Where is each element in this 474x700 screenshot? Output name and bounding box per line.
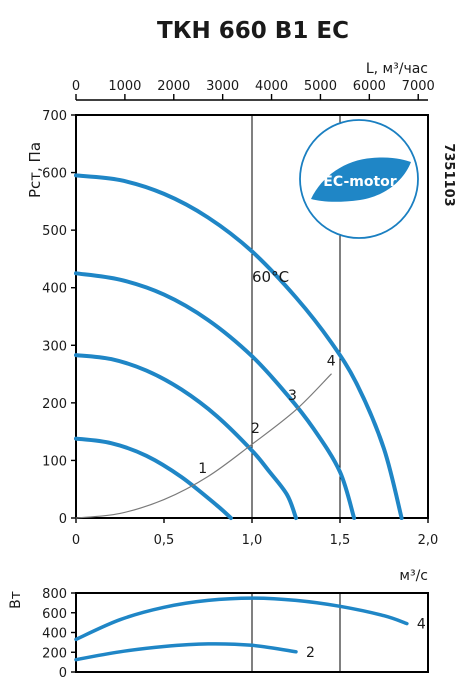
chart-title: ТКН 660 B1 EC	[157, 18, 349, 44]
pressure-tick-label: 600	[42, 167, 67, 182]
ec-motor-label: EC-motor	[323, 174, 396, 190]
airflow-m3h-tick-label: 7000	[402, 79, 435, 94]
power-curves	[74, 596, 409, 662]
fan-curve	[74, 173, 404, 520]
pressure-axis-label: Pст, Па	[26, 142, 44, 198]
curve-labels: 1 2 3 4 60°C	[198, 268, 335, 477]
product-code: 7351103	[441, 143, 456, 206]
power-tick-label: 400	[42, 627, 67, 642]
power-curve	[74, 642, 298, 662]
pressure-tick-label: 300	[42, 339, 67, 354]
pressure-tick-label: 700	[42, 109, 67, 124]
power-curve-label: 2	[306, 645, 315, 661]
power-tick-label: 200	[42, 646, 67, 661]
pressure-tick-label: 400	[42, 282, 67, 297]
power-curve-label: 4	[417, 617, 426, 633]
airflow-m3s-tick-label: 0,5	[154, 533, 175, 548]
airflow-m3h-label: L, м³/час	[366, 61, 428, 77]
fan-curve	[74, 353, 298, 520]
airflow-m3h-tick-label: 0	[72, 79, 80, 94]
power-tick-label: 800	[42, 587, 67, 602]
power-curve	[74, 596, 409, 642]
pressure-tick-label: 500	[42, 224, 67, 239]
fan-curve	[74, 436, 233, 520]
curve-point-label: 2	[251, 421, 260, 437]
power-curve-labels: 42	[306, 617, 426, 661]
leaf-icon	[311, 157, 411, 202]
temperature-annotation: 60°C	[252, 268, 289, 286]
airflow-m3h-axis: 0 1000 2000 3000 4000 5000 6000 7000	[72, 79, 435, 101]
airflow-m3s-tick-label: 2,0	[418, 533, 439, 548]
airflow-m3h-tick-label: 5000	[304, 79, 337, 94]
airflow-m3s-tick-label: 0	[72, 533, 80, 548]
power-axis-label: Вт	[8, 591, 24, 609]
airflow-m3s-label: м³/с	[399, 568, 428, 584]
pressure-tick-label: 0	[59, 512, 67, 527]
curve-point-label: 4	[327, 353, 336, 369]
curve-point-label: 1	[198, 461, 207, 477]
fan-curve	[74, 271, 357, 520]
pressure-tick-label: 100	[42, 454, 67, 469]
airflow-m3s-axis: 0 0,5 1,0 1,5 2,0	[72, 518, 438, 548]
curve-point-label: 3	[288, 388, 297, 404]
power-tick-label: 600	[42, 607, 67, 622]
airflow-m3s-tick-label: 1,5	[330, 533, 351, 548]
ec-motor-badge: EC-motor	[299, 119, 419, 239]
airflow-m3s-tick-label: 1,0	[242, 533, 263, 548]
power-axis: 0 200 400 600 800	[42, 587, 76, 681]
system-curve	[75, 373, 332, 519]
fan-curves	[74, 173, 404, 520]
pressure-tick-label: 200	[42, 397, 67, 412]
airflow-m3h-tick-label: 6000	[353, 79, 386, 94]
pressure-chart: 0 1000 2000 3000 4000 5000 6000 7000 0 0,5 1,0 1,5…	[26, 61, 456, 584]
airflow-m3h-tick-label: 3000	[206, 79, 239, 94]
airflow-m3h-tick-label: 2000	[157, 79, 190, 94]
airflow-m3h-tick-label: 4000	[255, 79, 288, 94]
power-tick-label: 0	[59, 666, 67, 681]
pressure-axis: 0 100 200 300 400 500 600 700	[42, 109, 76, 527]
airflow-m3h-tick-label: 1000	[108, 79, 141, 94]
